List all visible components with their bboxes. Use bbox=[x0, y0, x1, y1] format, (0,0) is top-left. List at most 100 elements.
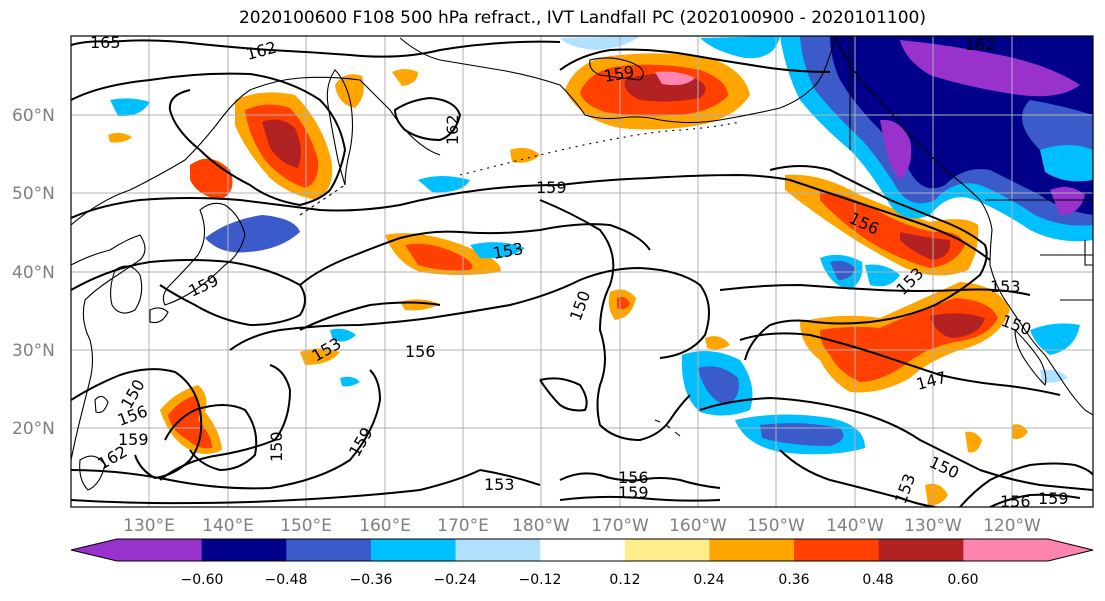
negative-anomaly-core bbox=[760, 423, 844, 446]
contour-label: 156 bbox=[618, 468, 649, 487]
shaded-anomaly-field bbox=[108, 36, 1093, 506]
contour-label: 150 bbox=[267, 431, 286, 462]
contour-label: 159 bbox=[536, 178, 567, 197]
lon-label: 150°E bbox=[280, 516, 332, 536]
contour-label: 156 bbox=[405, 342, 436, 361]
japan-coastline bbox=[162, 202, 246, 306]
negative-anomaly-region bbox=[108, 132, 132, 143]
colorbar-segment bbox=[286, 539, 372, 561]
contour-label: 165 bbox=[90, 33, 121, 52]
negative-anomaly-region bbox=[865, 264, 900, 287]
lon-label: 180°W bbox=[512, 516, 570, 536]
positive-anomaly-peak bbox=[930, 313, 985, 338]
negative-anomaly-core bbox=[830, 260, 855, 280]
alaska-coastline bbox=[399, 36, 836, 124]
colorbar-tick-label: 0.48 bbox=[862, 572, 893, 588]
colorbar-tick-label: −0.48 bbox=[265, 572, 308, 588]
lon-label: 140°E bbox=[202, 516, 254, 536]
colorbar-tick-label: 0.24 bbox=[693, 572, 724, 588]
positive-anomaly-region bbox=[965, 431, 982, 453]
lat-label: 60°N bbox=[12, 106, 55, 126]
colorbar-ticks: −0.60 −0.48 −0.36 −0.24 −0.12 0.12 0.24 … bbox=[181, 572, 979, 588]
colorbar-tick-label: 0.36 bbox=[778, 572, 809, 588]
contour-label: 156 bbox=[1000, 492, 1031, 511]
contour-label: 162 bbox=[965, 35, 996, 54]
colorbar-segment bbox=[370, 539, 457, 561]
kuril-islands bbox=[299, 184, 346, 216]
positive-anomaly-region bbox=[925, 483, 948, 506]
negative-anomaly-extreme bbox=[900, 40, 1080, 97]
lat-label: 40°N bbox=[12, 263, 55, 283]
philippines-coastline bbox=[79, 455, 106, 491]
taiwan-coastline bbox=[94, 395, 109, 414]
negative-anomaly-region bbox=[1040, 145, 1093, 182]
negative-anomaly-region bbox=[110, 98, 150, 117]
positive-anomaly-region bbox=[300, 348, 340, 365]
colorbar-extend-min bbox=[71, 539, 117, 561]
lon-label: 160°W bbox=[669, 516, 727, 536]
canada-us-border bbox=[849, 36, 1093, 301]
lon-label: 130°W bbox=[904, 516, 962, 536]
longitude-labels: 130°E 140°E 150°E 160°E 170°E 180°W 170°… bbox=[123, 516, 1041, 536]
positive-anomaly-core bbox=[405, 243, 473, 271]
lon-label: 160°E bbox=[359, 516, 411, 536]
lon-label: 120°W bbox=[983, 516, 1041, 536]
korea-coastline bbox=[109, 265, 143, 314]
asia-coastline bbox=[71, 234, 146, 461]
colorbar-tick-label: −0.36 bbox=[350, 572, 393, 588]
refractivity-contours bbox=[71, 39, 1093, 507]
colorbar-extend-max bbox=[1048, 539, 1093, 561]
positive-anomaly-max bbox=[655, 71, 695, 86]
negative-anomaly-core bbox=[698, 366, 739, 405]
map-frame bbox=[70, 35, 1094, 508]
contour-label: 153 bbox=[990, 277, 1021, 296]
colorbar-segment bbox=[624, 539, 710, 561]
colorbar-tick-label: −0.24 bbox=[434, 572, 477, 588]
contour-label: 159 bbox=[118, 430, 149, 449]
contour-label: 162 bbox=[443, 114, 462, 145]
colorbar-segment bbox=[794, 539, 880, 561]
positive-anomaly-region bbox=[705, 336, 730, 350]
positive-anomaly-peak bbox=[900, 232, 951, 260]
colorbar-tick-label: −0.60 bbox=[181, 572, 224, 588]
negative-anomaly-extreme bbox=[880, 119, 912, 180]
colorbar-segment bbox=[455, 539, 541, 561]
lon-label: 150°W bbox=[747, 516, 805, 536]
colorbar-tick-label: 0.12 bbox=[609, 572, 640, 588]
colorbar-segment bbox=[963, 539, 1049, 561]
lat-label: 30°N bbox=[12, 341, 55, 361]
map-title: 2020100600 F108 500 hPa refract., IVT La… bbox=[238, 8, 926, 28]
colorbar-tick-label: −0.12 bbox=[519, 572, 562, 588]
contour-label: 153 bbox=[484, 475, 515, 494]
lat-label: 50°N bbox=[12, 184, 55, 204]
latitude-labels: 60°N 50°N 40°N 30°N 20°N bbox=[12, 106, 55, 439]
positive-anomaly-peak bbox=[262, 119, 301, 168]
positive-anomaly-region bbox=[392, 69, 418, 86]
lon-label: 170°W bbox=[591, 516, 649, 536]
positive-anomaly-region bbox=[510, 147, 540, 163]
negative-anomaly-region bbox=[700, 36, 780, 59]
negative-anomaly-region bbox=[330, 328, 356, 342]
negative-anomaly-region bbox=[340, 376, 360, 387]
colorbar-segment bbox=[878, 539, 964, 561]
colorbar-segment bbox=[709, 539, 795, 561]
colorbar bbox=[70, 538, 1094, 562]
kamchatka-coastline bbox=[326, 69, 354, 186]
positive-anomaly-region bbox=[335, 74, 364, 108]
colorbar-segment bbox=[201, 539, 287, 561]
colorbar-tick-label: 0.60 bbox=[947, 572, 978, 588]
colorbar-segment bbox=[117, 539, 203, 561]
negative-anomaly-region bbox=[470, 242, 525, 259]
negative-anomaly-extreme bbox=[1050, 186, 1085, 215]
lon-label: 170°E bbox=[437, 516, 489, 536]
colorbar-outline bbox=[70, 538, 1094, 562]
contour-label: 159 bbox=[1038, 489, 1069, 508]
lon-label: 130°E bbox=[123, 516, 175, 536]
baja-california bbox=[1014, 328, 1047, 387]
contour-label: 159 bbox=[618, 483, 649, 502]
north-america-coastline bbox=[834, 36, 1093, 416]
lat-label: 20°N bbox=[12, 419, 55, 439]
negative-anomaly-region bbox=[1030, 323, 1080, 355]
japan-coastline bbox=[149, 307, 169, 324]
